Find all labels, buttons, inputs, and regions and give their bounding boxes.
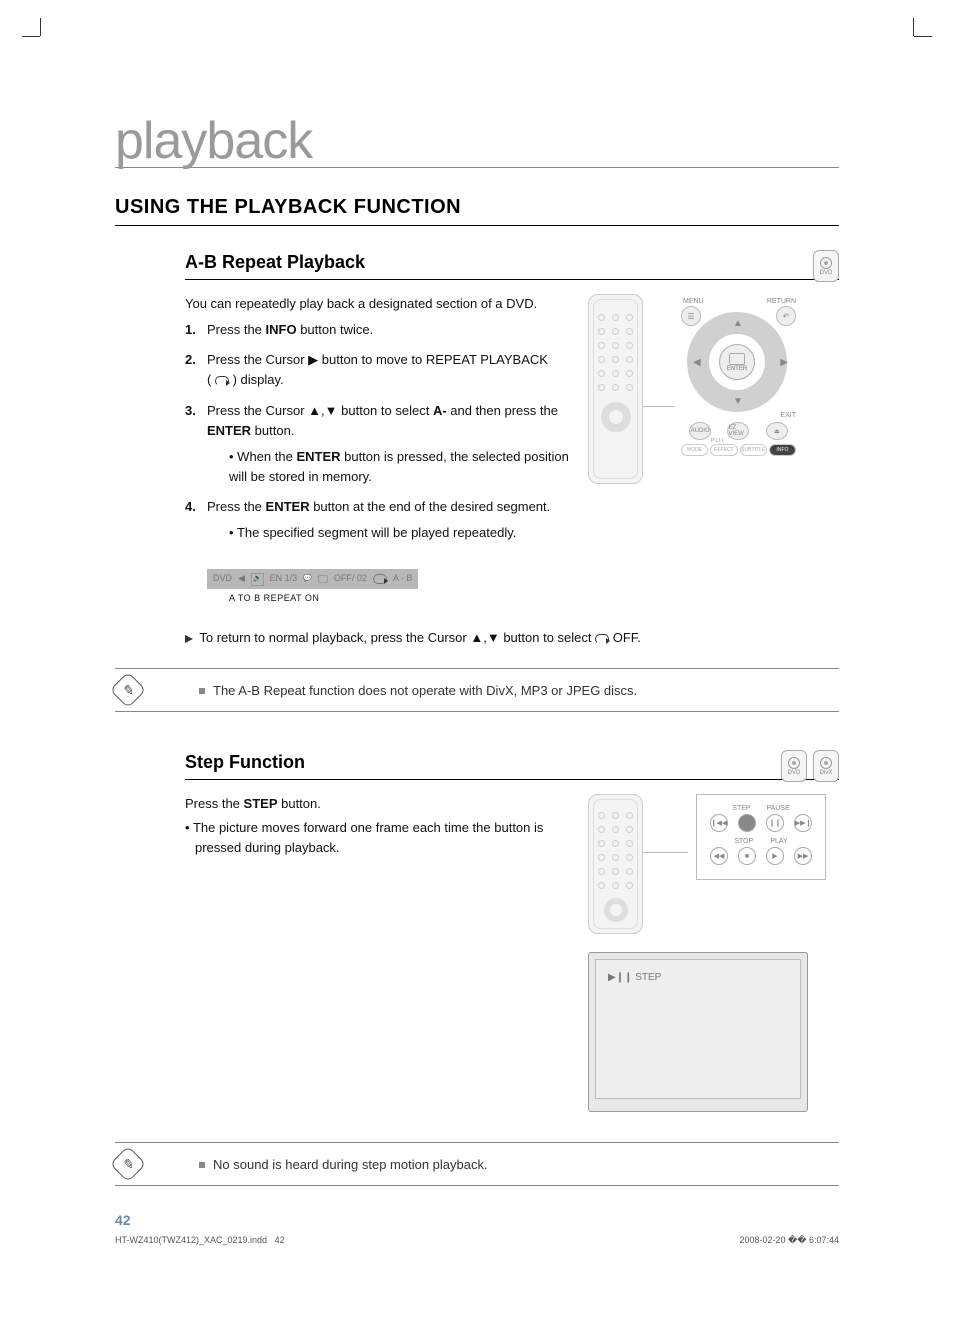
disc-badge-dvd: DVD [813, 250, 839, 282]
step-label: STEP [732, 805, 750, 812]
ab-step-2: 2. Press the Cursor ▶ button to move to … [185, 350, 570, 390]
step-function-section: DVD DivX Step Function Press the STEP bu… [185, 752, 839, 1186]
ab-note: The A-B Repeat function does not operate… [213, 683, 637, 698]
repeat-icon [595, 634, 609, 644]
ab-intro: You can repeatedly play back a designate… [185, 294, 570, 314]
tv-screen: ▶❙❙ STEP [588, 952, 808, 1112]
play-button: ▶ [766, 847, 784, 865]
section-heading: USING THE PLAYBACK FUNCTION [115, 196, 839, 226]
indd-file: HT-WZ410(TWZ412)_XAC_0219.indd [115, 1235, 267, 1245]
cursor-down-icon: ▼ [733, 396, 743, 407]
repeat-icon [373, 574, 387, 584]
ab-return-line: To return to normal playback, press the … [185, 628, 839, 648]
note-icon: ✎ [110, 1146, 147, 1183]
indd-page: 42 [275, 1235, 285, 1245]
page-title: playback [115, 115, 839, 167]
ff-button: ▶▶ [794, 847, 812, 865]
cursor-left-icon: ◀ [693, 357, 701, 368]
play-label: PLAY [770, 838, 787, 845]
stop-button: ■ [738, 847, 756, 865]
step-button [738, 814, 756, 832]
step-note: No sound is heard during step motion pla… [213, 1157, 488, 1172]
ab-repeat-section: DVD A-B Repeat Playback You can repeated… [185, 252, 839, 712]
mode-button: MODE [681, 444, 708, 456]
disc-badge-label: DivX [820, 770, 833, 776]
skip-fwd-button: ▶▶❙ [794, 814, 812, 832]
osd-caption: A TO B REPEAT ON [229, 592, 570, 606]
transport-cluster: x STEP PAUSE x ❙◀◀ ❙❙ ▶▶❙ x [696, 794, 826, 880]
tv-osd-label: ▶❙❙ STEP [608, 972, 661, 983]
cursor-up-icon: ▲ [733, 318, 743, 329]
effect-button: EFFECT [710, 444, 737, 456]
disc-badge-label: DVD [820, 270, 833, 276]
nav-pad: MENU RETURN ☰ ↶ ▲ ◀ ▶ ▼ ENTER EXIT AUDIO… [681, 294, 796, 439]
ezview-button: EZ VIEW [727, 422, 749, 440]
page-number: 42 [115, 1212, 131, 1228]
disc-badge-dvd: DVD [781, 750, 807, 782]
timestamp: 2008-02-20 �� 6:07:44 [739, 1235, 839, 1246]
note-icon: ✎ [110, 672, 147, 709]
step-line1: Press the STEP button. [185, 794, 570, 814]
ab-step-3: 3. Press the Cursor ▲,▼ button to select… [185, 401, 570, 488]
ab-heading: A-B Repeat Playback [185, 252, 839, 280]
connector-line [643, 852, 688, 853]
rewind-button: ◀◀ [710, 847, 728, 865]
repeat-icon [215, 376, 229, 386]
stop-label: STOP [734, 838, 753, 845]
exit-button: ⏏ [766, 422, 788, 440]
info-button: INFO [769, 444, 796, 456]
subtitle-button: SUBTITLE [740, 444, 767, 456]
disc-badge-divx: DivX [813, 750, 839, 782]
ab-step-4: 4. Press the ENTER button at the end of … [185, 497, 570, 543]
osd-bar: DVD ◀ 🔊 EN 1/3 💬 OFF/ 02 A - B [207, 569, 418, 589]
disc-badge-label: DVD [788, 770, 801, 776]
menu-button: ☰ [681, 306, 701, 326]
return-button: ↶ [776, 306, 796, 326]
enter-button: ENTER [719, 344, 755, 380]
page-title-row: playback [115, 115, 839, 168]
remote-illustration [588, 294, 643, 484]
ab-step-3-sub: When the ENTER button is pressed, the se… [207, 447, 570, 487]
audio-button: AUDIO [689, 422, 711, 440]
skip-back-button: ❙◀◀ [710, 814, 728, 832]
pause-label: PAUSE [766, 805, 789, 812]
ab-step-4-sub: The specified segment will be played rep… [207, 523, 570, 543]
cursor-right-icon: ▶ [780, 357, 788, 368]
step-bullet: • The picture moves forward one frame ea… [185, 818, 570, 858]
remote-illustration [588, 794, 643, 934]
ab-step-1: 1. Press the INFO button twice. [185, 320, 570, 340]
pause-button: ❙❙ [766, 814, 784, 832]
step-heading: Step Function [185, 752, 839, 780]
connector-line [643, 406, 675, 407]
